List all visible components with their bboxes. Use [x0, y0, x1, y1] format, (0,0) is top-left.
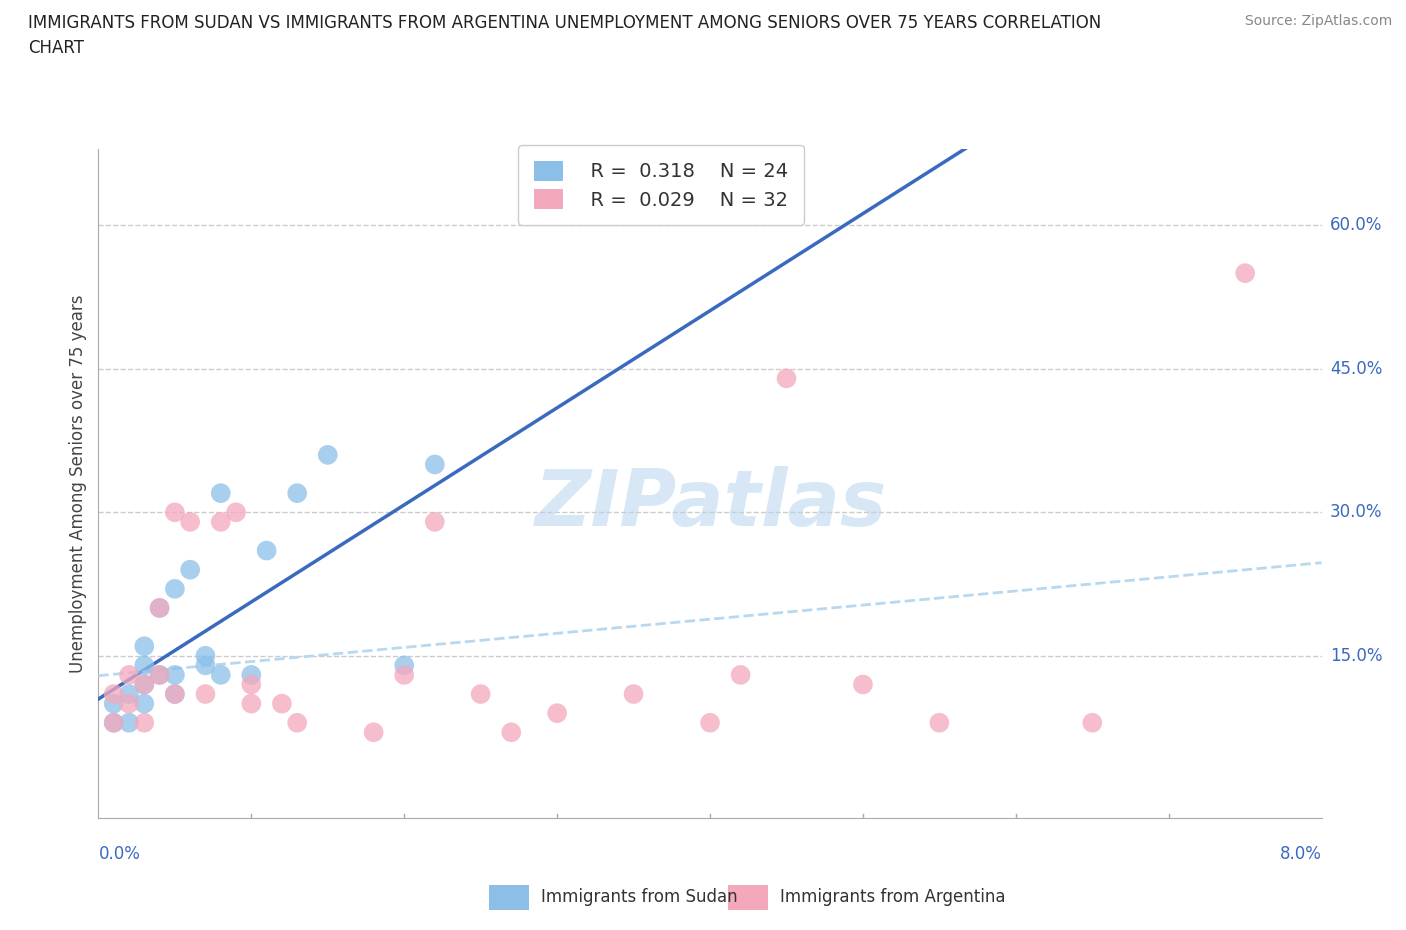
Point [103, 715, 125, 730]
Point [163, 686, 186, 701]
Text: CHART: CHART [28, 39, 84, 57]
Point [179, 563, 201, 578]
Text: 15.0%: 15.0% [1330, 646, 1382, 665]
Point [134, 697, 156, 711]
Point [775, 371, 797, 386]
Point [240, 677, 263, 692]
Point [1081, 715, 1104, 730]
Point [928, 715, 950, 730]
Point [240, 668, 263, 683]
Point [194, 686, 217, 701]
Point [149, 668, 172, 683]
Text: Immigrants from Sudan: Immigrants from Sudan [541, 888, 738, 907]
Point [623, 686, 645, 701]
Point [149, 668, 172, 683]
Point [179, 514, 201, 529]
Point [163, 581, 186, 596]
Point [103, 715, 125, 730]
Point [194, 658, 217, 672]
Text: 30.0%: 30.0% [1330, 503, 1382, 522]
Y-axis label: Unemployment Among Seniors over 75 years: Unemployment Among Seniors over 75 years [69, 295, 87, 672]
Point [285, 715, 308, 730]
Point [194, 648, 217, 663]
Point [470, 686, 492, 701]
Point [118, 686, 141, 701]
Point [240, 697, 263, 711]
Point [134, 639, 156, 654]
Point [423, 514, 446, 529]
Text: IMMIGRANTS FROM SUDAN VS IMMIGRANTS FROM ARGENTINA UNEMPLOYMENT AMONG SENIORS OV: IMMIGRANTS FROM SUDAN VS IMMIGRANTS FROM… [28, 14, 1101, 32]
Point [256, 543, 278, 558]
Point [118, 715, 141, 730]
Text: 60.0%: 60.0% [1330, 217, 1382, 234]
Point [103, 697, 125, 711]
Text: Immigrants from Argentina: Immigrants from Argentina [780, 888, 1005, 907]
Text: 0.0%: 0.0% [98, 845, 141, 863]
Point [163, 668, 186, 683]
Text: 45.0%: 45.0% [1330, 360, 1382, 378]
Point [209, 668, 232, 683]
Point [270, 697, 294, 711]
Point [699, 715, 721, 730]
Point [134, 677, 156, 692]
Point [118, 668, 141, 683]
Point [546, 706, 568, 721]
Point [209, 514, 232, 529]
Point [392, 658, 416, 672]
Point [163, 686, 186, 701]
Point [852, 677, 875, 692]
Point [134, 658, 156, 672]
Point [103, 686, 125, 701]
Point [118, 697, 141, 711]
Point [423, 457, 446, 472]
Point [363, 724, 385, 739]
Legend:   R =  0.318    N = 24,   R =  0.029    N = 32: R = 0.318 N = 24, R = 0.029 N = 32 [519, 145, 804, 225]
Point [1234, 266, 1257, 281]
Text: 8.0%: 8.0% [1279, 845, 1322, 863]
Point [730, 668, 752, 683]
Point [225, 505, 247, 520]
Text: Source: ZipAtlas.com: Source: ZipAtlas.com [1244, 14, 1392, 28]
Point [134, 715, 156, 730]
Point [392, 668, 416, 683]
Point [149, 601, 172, 616]
Point [316, 447, 339, 462]
Text: ZIPatlas: ZIPatlas [534, 466, 886, 541]
Point [209, 485, 232, 500]
Point [134, 677, 156, 692]
Point [163, 505, 186, 520]
Point [149, 601, 172, 616]
Point [501, 724, 523, 739]
Point [285, 485, 308, 500]
